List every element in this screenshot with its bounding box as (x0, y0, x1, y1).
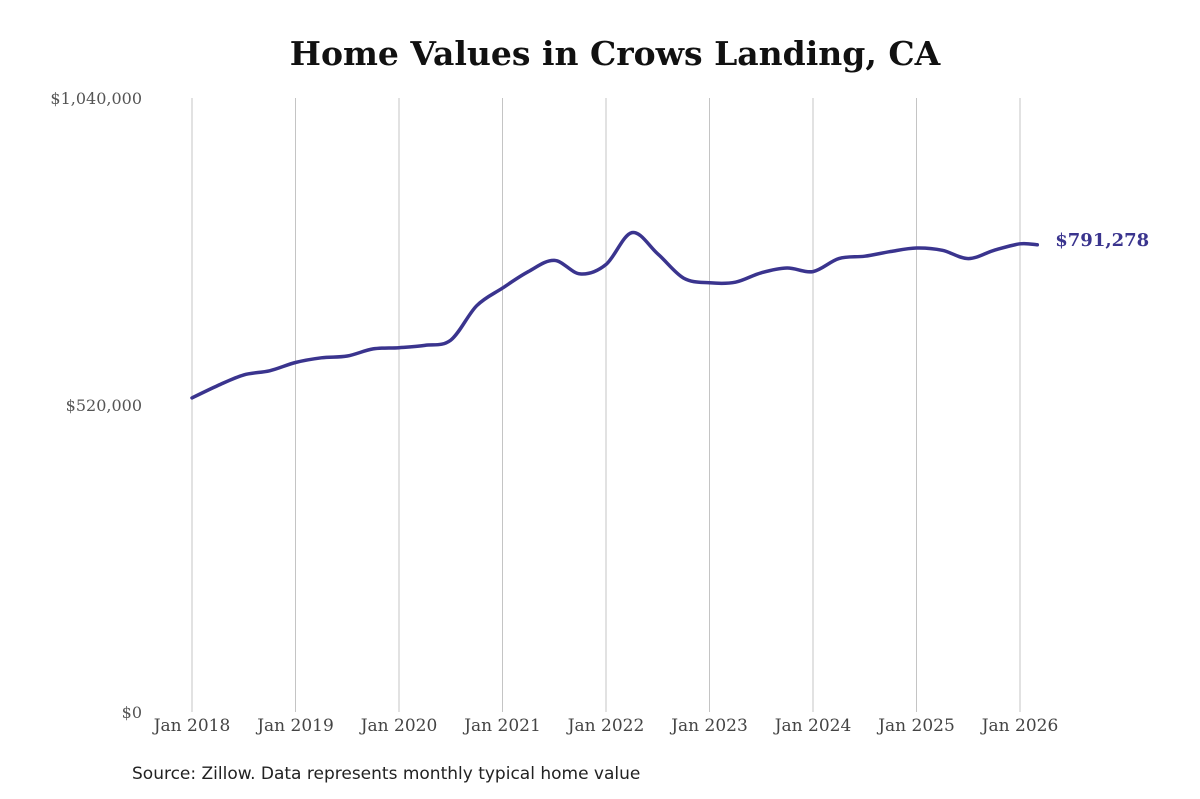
x-tick-label: Jan 2019 (255, 716, 334, 736)
y-tick-label: $0 (122, 703, 142, 722)
chart-title: Home Values in Crows Landing, CA (289, 34, 941, 73)
x-tick-label: Jan 2020 (359, 716, 438, 736)
x-tick-label: Jan 2024 (773, 716, 852, 736)
x-tick-label: Jan 2022 (566, 716, 645, 736)
x-tick-label: Jan 2018 (152, 716, 231, 736)
y-tick-label: $520,000 (66, 396, 142, 415)
y-axis-ticks: $0 $520,000 $1,040,000 (50, 89, 142, 722)
x-tick-label: Jan 2023 (669, 716, 748, 736)
x-tick-label: Jan 2026 (980, 716, 1059, 736)
series-line (190, 230, 1040, 400)
gridlines (191, 98, 1021, 712)
end-value-label: $791,278 (1055, 230, 1149, 251)
x-tick-label: Jan 2025 (876, 716, 955, 736)
source-note: Source: Zillow. Data represents monthly … (132, 764, 641, 784)
x-axis-ticks: Jan 2018 Jan 2019 Jan 2020 Jan 2021 Jan 2022… (152, 716, 1059, 736)
x-tick-label: Jan 2021 (462, 716, 541, 736)
y-tick-label: $1,040,000 (50, 89, 142, 108)
